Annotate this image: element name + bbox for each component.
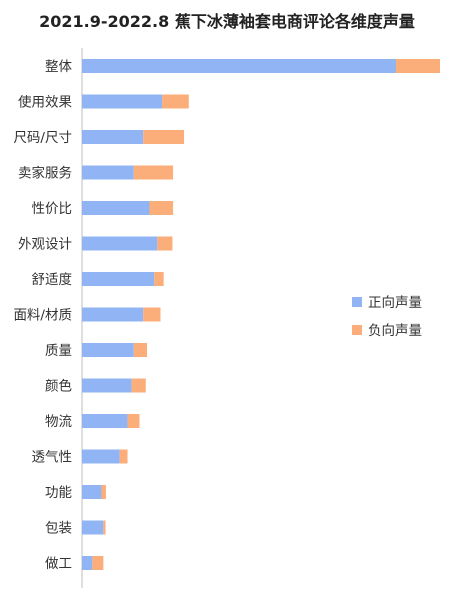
chart-title: 2021.9-2022.8 蕉下冰薄袖套电商评论各维度声量 — [39, 12, 415, 31]
category-label: 包装 — [45, 521, 72, 537]
legend-swatch-0 — [352, 297, 362, 307]
category-labels: 整体使用效果尺码/尺寸卖家服务性价比外观设计舒适度面料/材质质量颜色物流透气性功… — [13, 59, 72, 572]
category-label: 外观设计 — [18, 237, 72, 253]
positive-bar-10 — [82, 414, 128, 428]
negative-bar-3 — [133, 165, 174, 180]
category-label: 使用效果 — [18, 94, 72, 111]
negative-bar-13 — [103, 520, 106, 535]
negative-bar-4 — [149, 201, 174, 215]
bars-group — [82, 59, 440, 570]
category-label: 质量 — [45, 343, 72, 359]
positive-bar-4 — [82, 201, 150, 215]
positive-bar-6 — [82, 272, 155, 286]
legend-swatch-1 — [352, 325, 362, 335]
category-label: 整体 — [45, 59, 72, 75]
negative-bar-8 — [133, 343, 148, 357]
negative-bar-11 — [119, 449, 128, 464]
negative-bar-1 — [162, 94, 189, 109]
positive-bar-9 — [82, 378, 132, 393]
category-label: 面料/材质 — [13, 308, 72, 324]
category-label: 透气性 — [32, 450, 73, 466]
positive-bar-1 — [82, 94, 163, 109]
category-label: 功能 — [45, 485, 72, 501]
category-label: 舒适度 — [32, 272, 73, 288]
category-label: 尺码/尺寸 — [13, 130, 72, 146]
negative-bar-6 — [154, 272, 164, 286]
positive-bar-2 — [82, 130, 144, 144]
negative-bar-7 — [143, 307, 161, 322]
category-label: 物流 — [45, 414, 72, 430]
negative-bar-9 — [131, 378, 146, 393]
category-label: 颜色 — [45, 378, 72, 395]
positive-bar-13 — [82, 520, 104, 535]
positive-bar-5 — [82, 236, 158, 251]
negative-bar-0 — [396, 59, 440, 73]
negative-bar-10 — [127, 414, 140, 428]
category-label: 卖家服务 — [18, 165, 72, 182]
positive-bar-3 — [82, 165, 134, 180]
negative-bar-14 — [92, 556, 104, 570]
positive-bar-14 — [82, 556, 93, 570]
positive-bar-8 — [82, 343, 134, 357]
positive-bar-12 — [82, 485, 102, 499]
positive-bar-11 — [82, 449, 120, 464]
negative-bar-2 — [143, 130, 185, 144]
negative-bar-5 — [157, 236, 173, 251]
category-label: 性价比 — [32, 201, 73, 217]
positive-bar-0 — [82, 59, 397, 73]
legend-label-0: 正向声量 — [368, 295, 422, 311]
category-label: 做工 — [45, 556, 72, 572]
negative-bar-12 — [101, 485, 106, 499]
legend-label-1: 负向声量 — [368, 323, 422, 339]
positive-bar-7 — [82, 307, 144, 322]
